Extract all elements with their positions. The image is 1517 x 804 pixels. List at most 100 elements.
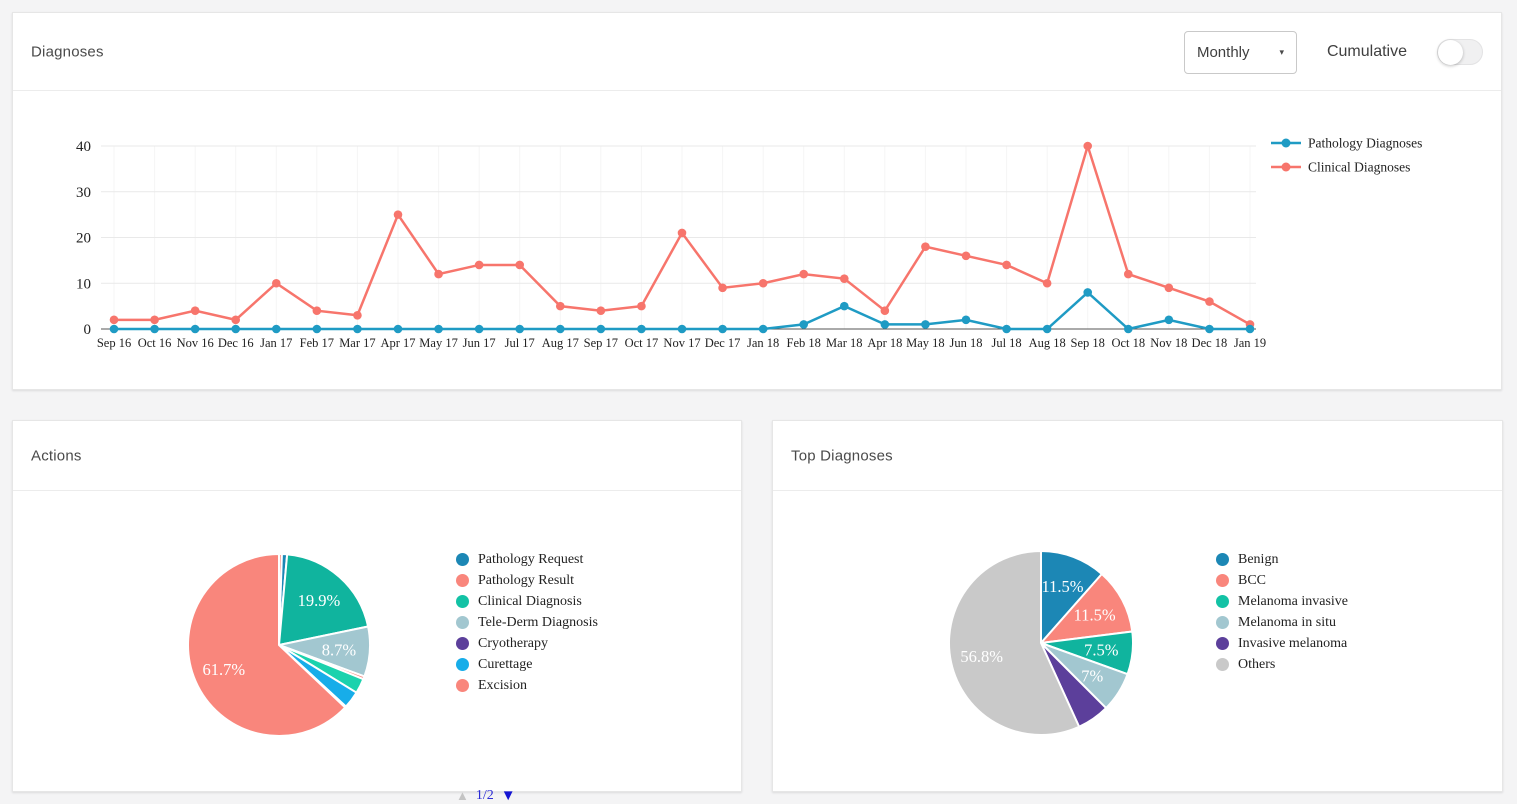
data-point[interactable] [637,301,646,311]
legend-item-melanoma-in-situ[interactable]: Melanoma in situ [1216,612,1348,633]
legend-item-clinical-diagnoses[interactable]: Clinical Diagnoses [1271,160,1410,175]
data-point[interactable] [596,324,606,334]
data-point[interactable] [434,324,443,334]
data-point[interactable] [921,320,930,329]
data-point[interactable] [1164,315,1174,325]
data-point[interactable] [150,315,159,325]
data-point[interactable] [961,251,971,261]
legend-item-pathology-diagnoses[interactable]: Pathology Diagnoses [1271,136,1422,151]
data-point[interactable] [231,324,241,334]
pie-percent-label: 7.5% [1084,641,1119,660]
pie-percent-label: 56.8% [960,647,1003,666]
data-point[interactable] [231,315,241,325]
legend-item-bcc[interactable]: BCC [1216,570,1348,591]
diagnoses-panel-header: Diagnoses Monthly ▾ Cumulative [13,13,1501,91]
pie-slice-bcc[interactable] [1040,572,1134,644]
legend-item-tele-derm-diagnosis[interactable]: Tele-Derm Diagnosis [456,612,598,633]
data-point[interactable] [150,324,159,334]
data-point[interactable] [758,278,768,288]
data-point[interactable] [109,324,119,334]
data-point[interactable] [109,315,119,325]
cumulative-toggle[interactable] [1437,39,1483,65]
data-point[interactable] [961,315,971,325]
data-point[interactable] [677,324,687,334]
legend-item-clinical-diagnosis[interactable]: Clinical Diagnosis [456,591,598,612]
data-point[interactable] [1205,297,1214,306]
data-point[interactable] [515,260,525,270]
data-point[interactable] [1123,324,1133,334]
data-point[interactable] [271,324,281,334]
pie-percent-label: 8.7% [322,640,357,659]
data-point[interactable] [1164,283,1174,293]
svg-text:Clinical Diagnoses: Clinical Diagnoses [1308,160,1410,175]
data-point[interactable] [1083,288,1093,297]
legend-dot-icon [1216,637,1229,650]
legend-item-excision[interactable]: Excision [456,675,598,696]
legend-item-pathology-result[interactable]: Pathology Result [456,570,598,591]
data-point[interactable] [353,324,362,334]
data-point[interactable] [515,324,525,334]
legend-page-up-icon[interactable]: ▲ [456,788,469,803]
svg-text:Jun 18: Jun 18 [950,336,983,350]
data-point[interactable] [555,301,565,311]
legend-label: Curettage [478,656,533,672]
legend-dot-icon [456,658,469,671]
legend-item-pathology-request[interactable]: Pathology Request [456,549,598,570]
data-point[interactable] [1042,278,1052,288]
data-point[interactable] [1123,269,1133,279]
data-point[interactable] [434,269,443,279]
pie-slice-others[interactable] [948,550,1081,736]
data-point[interactable] [1002,260,1011,270]
data-point[interactable] [758,324,768,334]
data-point[interactable] [637,324,646,334]
data-point[interactable] [1205,324,1214,334]
pie-slice-clinical-diagnosis[interactable] [278,553,370,646]
data-point[interactable] [839,301,849,311]
svg-text:Nov 17: Nov 17 [663,336,700,350]
data-point[interactable] [880,306,890,315]
pie-slice-benign[interactable] [1040,550,1103,644]
pie-slice-pathology-result[interactable] [187,553,347,737]
data-point[interactable] [1245,324,1255,334]
data-point[interactable] [271,278,281,288]
legend-page-down-icon[interactable]: ▼ [500,787,516,804]
data-point[interactable] [312,324,322,334]
data-point[interactable] [353,310,362,320]
legend-item-invasive-melanoma[interactable]: Invasive melanoma [1216,633,1348,654]
legend-item-curettage[interactable]: Curettage [456,654,598,675]
data-point[interactable] [1083,141,1093,151]
data-point[interactable] [677,228,687,238]
legend-item-benign[interactable]: Benign [1216,549,1348,570]
data-point[interactable] [312,306,322,315]
svg-text:Aug 18: Aug 18 [1029,336,1066,350]
data-point[interactable] [1002,324,1011,334]
legend-item-cryotherapy[interactable]: Cryotherapy [456,633,598,654]
data-point[interactable] [921,242,930,251]
cumulative-label: Cumulative [1326,43,1407,60]
data-point[interactable] [555,324,565,334]
data-point[interactable] [474,260,484,270]
data-point[interactable] [1042,324,1052,334]
data-point[interactable] [718,324,727,334]
data-point[interactable] [880,320,890,329]
legend-item-melanoma-invasive[interactable]: Melanoma invasive [1216,591,1348,612]
top-diagnoses-legend: Benign BCC Melanoma invasive Melanoma in si… [1216,549,1348,675]
period-select[interactable]: Monthly ▾ [1183,30,1297,74]
legend-page-indicator: 1/2 [475,787,494,803]
data-point[interactable] [393,210,403,219]
data-point[interactable] [393,324,403,334]
pie-percent-label: 19.9% [298,591,341,610]
data-point[interactable] [839,274,849,283]
svg-text:Jun 17: Jun 17 [463,336,496,350]
pie-percent-label: 7% [1081,667,1103,686]
actions-title: Actions [31,447,82,464]
legend-item-others[interactable]: Others [1216,654,1348,675]
data-point[interactable] [718,283,727,293]
data-point[interactable] [799,320,809,329]
legend-label: BCC [1238,572,1267,588]
data-point[interactable] [190,306,200,315]
data-point[interactable] [190,324,200,334]
data-point[interactable] [799,269,809,279]
data-point[interactable] [596,306,606,315]
data-point[interactable] [474,324,484,334]
